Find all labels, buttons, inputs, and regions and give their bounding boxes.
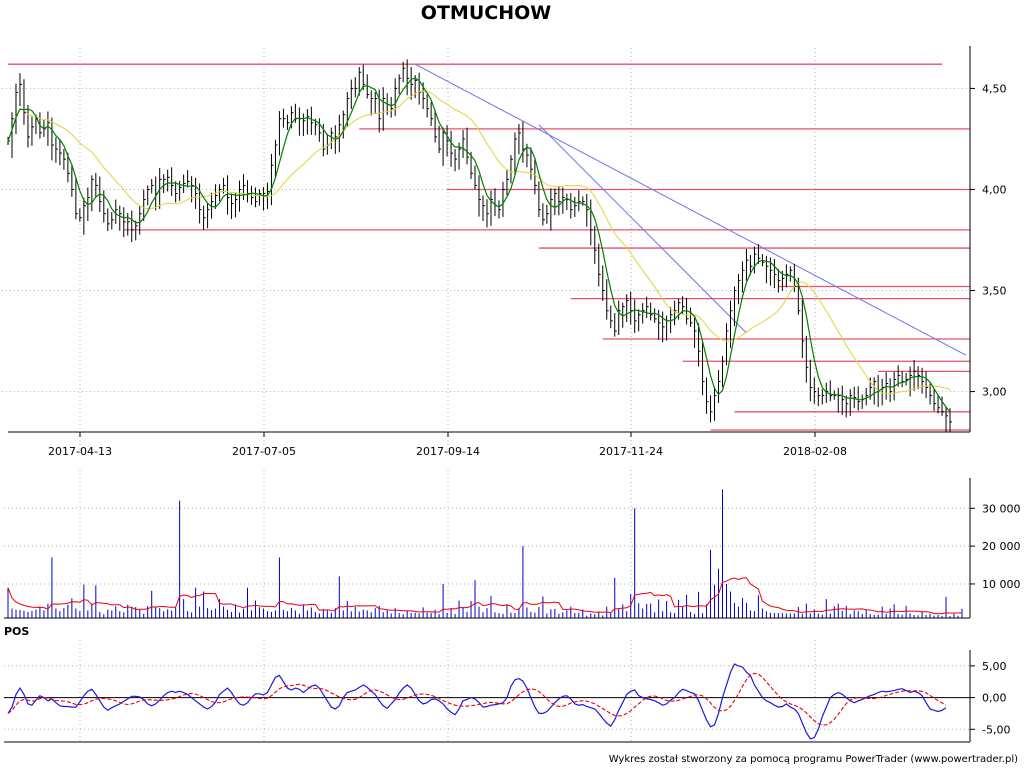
volume-axis: 10 000 20 000 30 000 — [4, 478, 1021, 619]
date-axis: 2017-04-13 2017-07-05 2017-09-14 2017-11-24… — [8, 431, 970, 458]
pos-axis: -5,00 0,00 5,00 — [4, 650, 1010, 743]
volume-average-line — [7, 577, 963, 615]
price-panel: 3,003,504,004,50 2017-04-13 2017-07-05 201… — [2, 46, 1007, 458]
trend-line — [538, 124, 747, 334]
price-tick-label: 3,50 — [982, 285, 1007, 298]
volume-bars — [7, 489, 963, 618]
volume-tick-label: 30 000 — [982, 502, 1021, 515]
trend-lines — [414, 63, 967, 356]
pos-tick-label: -5,00 — [982, 723, 1010, 736]
support-resistance-lines — [8, 63, 970, 431]
pos-tick-label: 0,00 — [982, 692, 1007, 705]
price-tick-label: 3,00 — [982, 386, 1007, 399]
pos-grid — [4, 640, 970, 742]
price-grid — [2, 48, 970, 456]
date-tick-label: 2017-04-13 — [48, 445, 112, 458]
moving-average-short — [7, 77, 951, 413]
pos-line — [7, 663, 947, 740]
moving-average-long — [7, 90, 951, 395]
volume-grid — [4, 470, 970, 618]
pos-panel-label: POS — [4, 625, 29, 638]
price-bars — [7, 59, 953, 432]
volume-tick-label: 10 000 — [982, 578, 1021, 591]
trend-line — [414, 63, 967, 356]
price-tick-label: 4,00 — [982, 183, 1007, 196]
pos-panel: POS -5,00 0,00 5,00 — [4, 625, 1010, 743]
date-tick-label: 2017-11-24 — [599, 445, 663, 458]
date-tick-label: 2018-02-08 — [783, 445, 847, 458]
pos-tick-label: 5,00 — [982, 660, 1007, 673]
date-tick-label: 2017-07-05 — [232, 445, 296, 458]
price-tick-label: 4,50 — [982, 82, 1007, 95]
price-axis: 3,00 3,50 4,00 4,50 — [969, 46, 1007, 432]
volume-tick-label: 20 000 — [982, 540, 1021, 553]
footer-credit: Wykres został stworzony za pomocą progra… — [609, 754, 1018, 765]
date-tick-label: 2017-09-14 — [416, 445, 480, 458]
pos-signal-line — [7, 672, 947, 726]
volume-panel: 10 000 20 000 30 000 — [4, 470, 1021, 619]
chart-title: OTMUCHOW — [421, 2, 551, 24]
